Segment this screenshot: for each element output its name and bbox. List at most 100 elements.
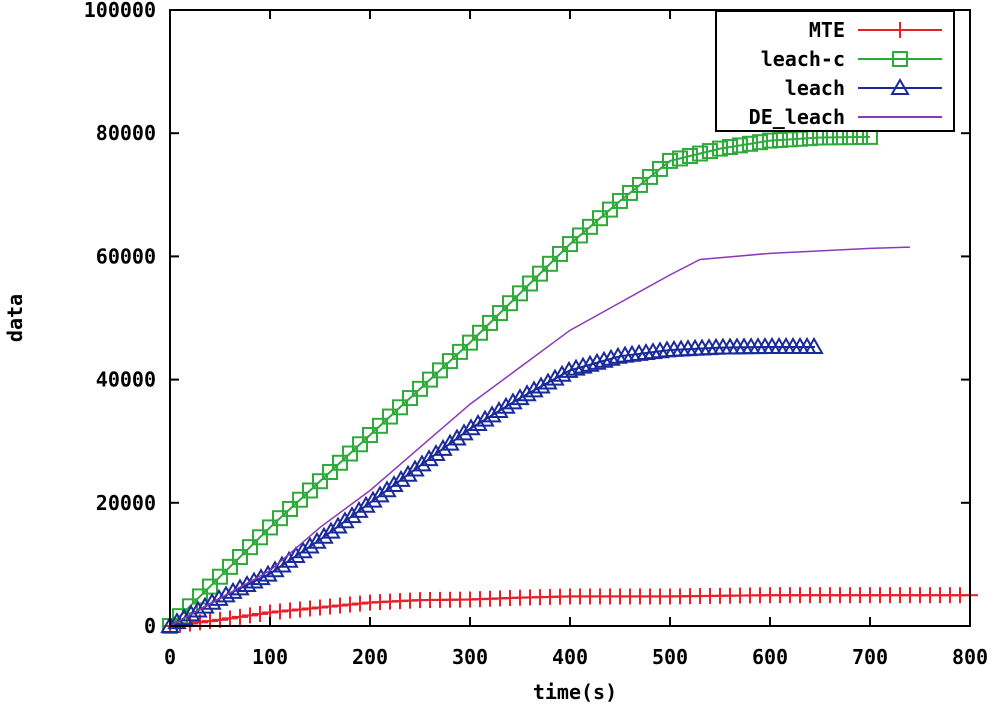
data-point-leach bbox=[468, 413, 488, 431]
x-tick-label: 200 bbox=[352, 645, 388, 669]
y-tick-label: 20000 bbox=[96, 491, 156, 515]
data-point-leach bbox=[804, 336, 824, 354]
data-point-leach bbox=[482, 405, 502, 423]
data-point-leach bbox=[356, 495, 376, 513]
data-point-leach-c bbox=[772, 131, 788, 148]
data-point-leach bbox=[433, 438, 453, 456]
data-point-leach-c bbox=[352, 436, 368, 453]
data-point-leach-c bbox=[662, 152, 678, 169]
data-point-leach bbox=[223, 581, 243, 599]
data-point-leach-c bbox=[512, 285, 528, 302]
data-point-leach-c bbox=[692, 145, 708, 162]
data-point-leach-c bbox=[392, 399, 408, 416]
data-point-leach bbox=[412, 454, 432, 472]
data-point-leach bbox=[384, 475, 404, 493]
data-point-leach bbox=[601, 348, 621, 366]
data-point-leach bbox=[293, 541, 313, 559]
data-point-leach-c bbox=[472, 324, 488, 341]
data-point-leach-c bbox=[492, 305, 508, 322]
data-point-leach-c bbox=[342, 445, 358, 462]
data-point-leach bbox=[377, 480, 397, 498]
data-point-leach-c bbox=[592, 210, 608, 227]
data-point-leach bbox=[510, 388, 530, 406]
data-point-leach bbox=[174, 608, 194, 626]
data-point-leach bbox=[398, 464, 418, 482]
x-tick-label: 0 bbox=[164, 645, 176, 669]
data-point-leach-c bbox=[402, 390, 418, 407]
data-point-leach-c bbox=[702, 143, 718, 160]
y-tick-label: 80000 bbox=[96, 121, 156, 145]
data-point-leach bbox=[587, 352, 607, 370]
data-point-leach bbox=[286, 546, 306, 564]
data-point-leach-c bbox=[272, 510, 288, 527]
legend-label-mte: MTE bbox=[809, 18, 845, 42]
legend-marker-leach-c bbox=[892, 51, 908, 67]
data-point-leach bbox=[237, 574, 257, 592]
y-tick-label: 60000 bbox=[96, 244, 156, 268]
legend: MTE leach-c leach DE_leach bbox=[715, 10, 955, 132]
x-tick-label: 400 bbox=[552, 645, 588, 669]
data-point-leach bbox=[300, 536, 320, 554]
data-point-leach-c bbox=[322, 464, 338, 480]
data-point-leach-c bbox=[632, 176, 648, 193]
data-point-mte bbox=[242, 607, 258, 624]
data-point-leach-c bbox=[212, 568, 228, 585]
data-point-leach-c bbox=[522, 275, 538, 292]
data-point-leach bbox=[461, 418, 481, 436]
data-point-leach-c bbox=[282, 500, 298, 517]
data-point-leach-c bbox=[762, 132, 778, 149]
legend-label-leach-c: leach-c bbox=[761, 47, 845, 71]
data-point-leach-c bbox=[202, 578, 218, 595]
data-point-leach-c bbox=[442, 353, 458, 370]
data-point-leach bbox=[538, 372, 558, 390]
data-point-leach bbox=[216, 585, 236, 603]
data-point-leach-c bbox=[242, 539, 258, 556]
legend-label-leach: leach bbox=[785, 76, 845, 100]
data-point-leach bbox=[566, 358, 586, 376]
x-tick-label: 500 bbox=[652, 645, 688, 669]
data-point-leach-c bbox=[292, 491, 308, 508]
data-point-leach bbox=[195, 596, 215, 614]
data-point-leach-c bbox=[572, 227, 588, 244]
data-point-leach-c bbox=[432, 362, 448, 379]
y-axis-title: data bbox=[3, 294, 27, 342]
data-point-leach bbox=[209, 588, 229, 606]
data-point-leach bbox=[608, 346, 628, 364]
data-point-leach-c bbox=[222, 558, 238, 575]
data-point-leach-c bbox=[562, 236, 578, 253]
data-point-leach bbox=[307, 531, 327, 549]
data-point-leach bbox=[454, 423, 474, 441]
data-point-leach-c bbox=[372, 417, 388, 434]
y-tick-label: 0 bbox=[144, 614, 156, 638]
x-tick-label: 700 bbox=[852, 645, 888, 669]
data-point-leach-c bbox=[532, 265, 548, 282]
data-point-leach bbox=[447, 428, 467, 446]
y-tick-label: 40000 bbox=[96, 368, 156, 392]
data-point-leach bbox=[419, 449, 439, 467]
data-point-leach bbox=[426, 443, 446, 462]
axis-ticks: 0 100 200 300 400 500 600 700 800 0 20000 40000 6000… bbox=[84, 0, 988, 669]
data-point-leach bbox=[349, 500, 369, 518]
data-point-leach-c bbox=[612, 192, 628, 209]
y-tick-label: 100000 bbox=[84, 0, 156, 22]
series-line-de-leach bbox=[169, 246, 911, 627]
data-point-leach bbox=[167, 612, 187, 630]
x-tick-label: 100 bbox=[252, 645, 288, 669]
data-point-leach bbox=[328, 516, 348, 534]
data-point-leach-c bbox=[182, 598, 198, 615]
data-point-mte bbox=[252, 605, 268, 622]
data-point-leach bbox=[545, 368, 565, 386]
data-point-leach bbox=[594, 350, 614, 368]
data-point-leach bbox=[517, 384, 537, 402]
data-point-leach-c bbox=[382, 408, 398, 425]
data-point-leach-c bbox=[712, 140, 728, 157]
data-point-leach bbox=[314, 526, 334, 544]
data-point-leach bbox=[188, 600, 208, 618]
data-point-leach bbox=[405, 459, 425, 477]
legend-label-de-leach: DE_leach bbox=[749, 105, 845, 129]
data-point-leach-c bbox=[602, 201, 618, 218]
data-point-mte bbox=[232, 608, 248, 625]
data-point-leach-c bbox=[262, 519, 278, 536]
data-point-leach-c bbox=[552, 245, 568, 262]
x-axis-title: time(s) bbox=[533, 680, 617, 704]
